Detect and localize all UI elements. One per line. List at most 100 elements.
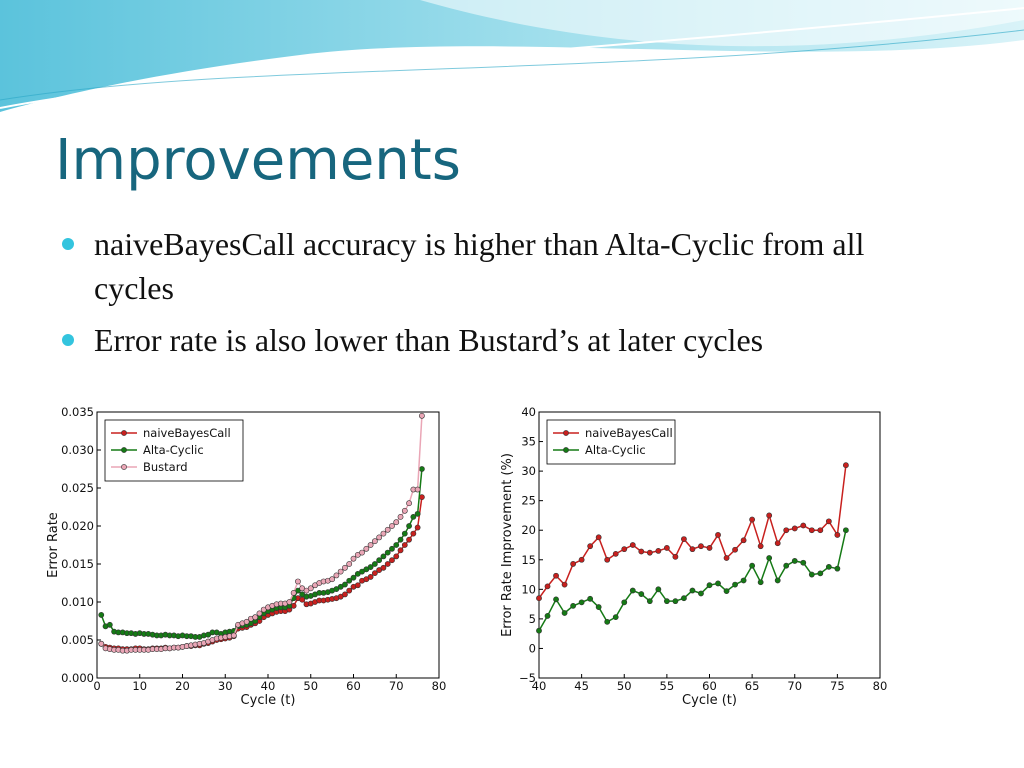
legend-label: naiveBayesCall xyxy=(143,426,231,440)
data-point xyxy=(843,527,849,534)
data-point xyxy=(380,530,387,537)
data-point xyxy=(389,545,395,552)
data-point xyxy=(723,555,730,561)
data-point xyxy=(621,546,628,553)
data-point xyxy=(406,500,412,507)
y-axis-label: Error Rate Improvement (%) xyxy=(500,453,515,637)
data-point xyxy=(397,513,404,520)
data-point xyxy=(106,621,113,628)
y-tick-label: 25 xyxy=(521,494,536,508)
data-point xyxy=(800,522,807,529)
y-tick-label: 30 xyxy=(521,464,536,478)
data-point xyxy=(604,618,611,625)
data-point xyxy=(410,530,417,537)
data-point xyxy=(380,564,387,571)
data-point xyxy=(367,564,374,570)
data-point xyxy=(629,587,636,594)
x-axis-label: Cycle (t) xyxy=(241,693,296,708)
data-point xyxy=(544,583,551,590)
data-point xyxy=(663,598,670,605)
y-tick-label: −5 xyxy=(519,671,536,685)
data-point xyxy=(553,596,559,603)
y-tick-label: 35 xyxy=(521,435,536,449)
data-point xyxy=(732,581,738,588)
y-tick-label: 0 xyxy=(529,641,536,655)
data-point xyxy=(414,510,421,517)
data-point xyxy=(783,562,790,569)
legend-marker xyxy=(563,430,569,436)
data-point xyxy=(350,555,357,562)
data-point xyxy=(414,486,421,493)
data-point xyxy=(346,561,353,567)
slide-title: Improvements xyxy=(55,128,461,193)
data-point xyxy=(337,568,344,575)
x-tick-label: 60 xyxy=(702,679,717,693)
data-point xyxy=(689,546,696,553)
data-point xyxy=(723,588,730,595)
data-point xyxy=(655,548,662,554)
data-point xyxy=(595,534,602,541)
data-point xyxy=(384,526,391,533)
data-point xyxy=(766,555,773,561)
x-tick-label: 60 xyxy=(346,679,361,693)
bullet-text: naiveBayesCall accuracy is higher than A… xyxy=(94,226,865,306)
y-tick-label: 5 xyxy=(529,612,536,626)
data-point xyxy=(757,579,764,586)
data-point xyxy=(612,550,619,557)
data-point xyxy=(342,581,348,588)
x-tick-label: 65 xyxy=(745,679,760,693)
y-tick-label: 15 xyxy=(521,553,536,567)
x-tick-label: 70 xyxy=(389,679,404,693)
data-point xyxy=(808,527,815,534)
data-point xyxy=(371,570,378,577)
data-point xyxy=(843,462,849,469)
data-point xyxy=(295,578,301,585)
data-point xyxy=(561,581,568,588)
data-point xyxy=(544,613,551,619)
x-tick-label: 55 xyxy=(660,679,675,693)
data-point xyxy=(410,513,417,520)
data-point xyxy=(397,547,404,554)
data-point xyxy=(536,595,542,602)
data-point xyxy=(681,536,687,542)
data-point xyxy=(749,516,756,523)
data-point xyxy=(791,525,798,532)
data-point xyxy=(346,587,353,594)
y-axis-label: Error Rate xyxy=(46,512,61,578)
data-point xyxy=(740,577,747,584)
data-point xyxy=(333,572,340,579)
x-tick-label: 80 xyxy=(432,679,447,693)
data-point xyxy=(808,571,815,578)
y-tick-label: 40 xyxy=(521,405,536,419)
x-tick-label: 50 xyxy=(617,679,632,693)
data-point xyxy=(672,598,679,605)
data-point xyxy=(393,542,400,548)
y-tick-label: 0.035 xyxy=(61,405,94,419)
y-tick-label: 20 xyxy=(521,523,536,537)
x-tick-label: 50 xyxy=(303,679,318,693)
x-tick-label: 10 xyxy=(132,679,147,693)
data-point xyxy=(376,534,383,541)
data-point xyxy=(646,598,653,605)
x-tick-label: 75 xyxy=(830,679,845,693)
data-point xyxy=(825,518,832,525)
data-point xyxy=(663,545,670,551)
data-point xyxy=(243,618,250,625)
data-point xyxy=(389,523,395,529)
data-point xyxy=(732,546,738,553)
data-point xyxy=(740,537,747,544)
data-point xyxy=(397,536,404,543)
legend-marker xyxy=(121,464,127,470)
bullet: Error rate is also lower than Bustard’s … xyxy=(60,318,914,362)
data-point xyxy=(230,632,237,639)
legend-marker xyxy=(121,430,127,436)
data-point xyxy=(252,614,259,621)
data-point xyxy=(329,576,336,583)
y-tick-label: 0.010 xyxy=(61,595,94,609)
data-point xyxy=(371,538,378,545)
data-point xyxy=(350,574,357,581)
data-point xyxy=(393,519,400,526)
data-point xyxy=(587,543,594,550)
